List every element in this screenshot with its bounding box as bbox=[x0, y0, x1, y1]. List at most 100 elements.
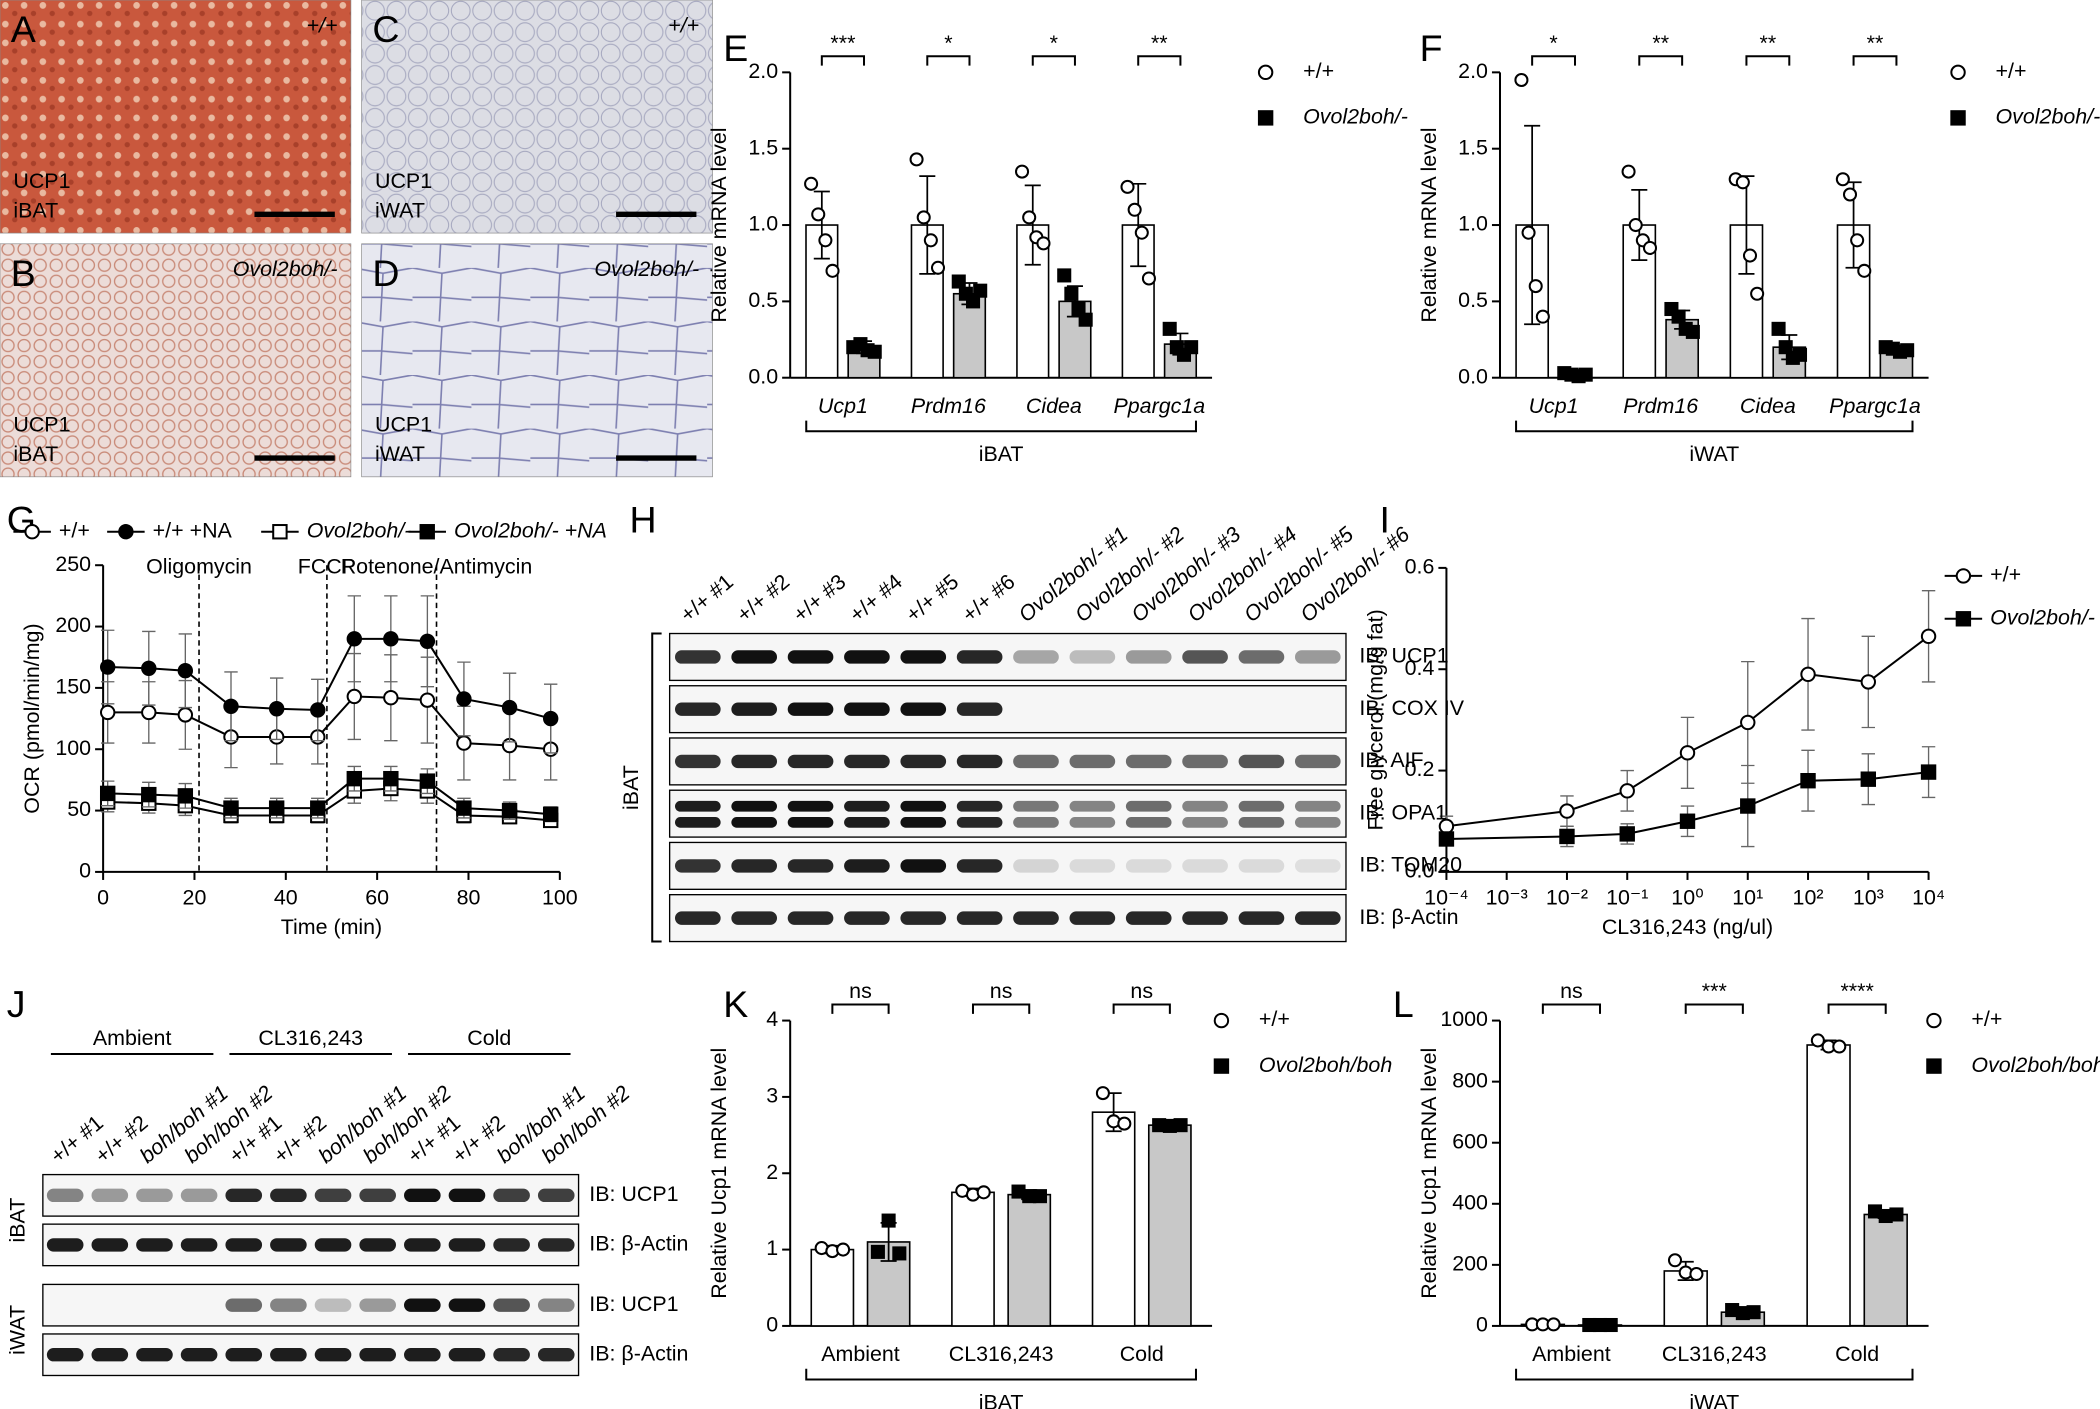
data-point bbox=[1750, 286, 1765, 301]
blot-band bbox=[900, 754, 947, 769]
data-point bbox=[419, 692, 436, 708]
blot-band bbox=[1238, 800, 1285, 812]
data-point bbox=[99, 785, 116, 802]
x-tick-label: CL316,243 bbox=[1662, 1342, 1767, 1366]
significance-bracket bbox=[1531, 55, 1577, 66]
legend-label: +/+ bbox=[1996, 59, 2027, 83]
blot-band bbox=[731, 650, 778, 664]
blot-band bbox=[1182, 817, 1228, 828]
y-tick-label: 0 bbox=[79, 859, 91, 883]
lane-label: +/+ #1 bbox=[676, 570, 738, 627]
blot-band bbox=[404, 1188, 441, 1203]
blot-band bbox=[844, 800, 890, 812]
blot-band bbox=[493, 1348, 530, 1362]
blot-row-label: IB: COX IV bbox=[1359, 696, 1464, 720]
data-point bbox=[1920, 764, 1937, 780]
blot-band bbox=[956, 817, 1003, 828]
y-tick-label: 200 bbox=[55, 613, 91, 637]
data-point bbox=[1559, 803, 1575, 819]
blot-band bbox=[675, 702, 721, 716]
data-point bbox=[1032, 1189, 1047, 1204]
x-tick-label: 0 bbox=[97, 885, 109, 909]
data-point bbox=[1036, 236, 1051, 251]
blot-row bbox=[668, 632, 1347, 682]
data-point bbox=[1117, 1116, 1132, 1131]
series-line bbox=[1446, 771, 1929, 840]
blot-band bbox=[448, 1348, 486, 1362]
significance-bracket bbox=[1112, 1003, 1171, 1014]
y-tick-label: 4 bbox=[766, 1007, 778, 1031]
data-point bbox=[1900, 343, 1915, 358]
x-axis-label: CL316,243 (ng/ul) bbox=[1602, 915, 1773, 939]
x-tick-label: Ambient bbox=[1532, 1342, 1611, 1366]
panel-letter: H bbox=[629, 498, 656, 540]
blot-band bbox=[46, 1238, 84, 1252]
group-label: iBAT bbox=[979, 442, 1024, 466]
data-point bbox=[383, 690, 399, 706]
legend-marker bbox=[118, 524, 134, 540]
lane-label: +/+ #5 bbox=[901, 570, 963, 627]
error-bar bbox=[919, 175, 936, 275]
panel-letter: E bbox=[723, 27, 748, 69]
y-tick-label: 0.2 bbox=[1405, 757, 1435, 781]
data-point bbox=[1689, 1266, 1704, 1282]
blot-band bbox=[731, 911, 778, 925]
blot-band bbox=[956, 911, 1003, 925]
blot-band bbox=[731, 800, 778, 812]
x-tick-label: Cidea bbox=[1026, 394, 1082, 418]
blot-band bbox=[787, 754, 834, 769]
blot-band bbox=[900, 911, 947, 925]
bar bbox=[1147, 1124, 1192, 1327]
genotype-label: +/+ bbox=[668, 13, 699, 37]
data-point bbox=[1679, 813, 1696, 829]
data-point bbox=[1621, 164, 1636, 179]
y-tick-label: 0.0 bbox=[1458, 364, 1488, 388]
group-label: iWAT bbox=[1689, 1390, 1739, 1409]
legend-label: Ovol2boh/boh bbox=[1259, 1053, 1392, 1077]
significance-label: **** bbox=[1840, 979, 1873, 1003]
data-point bbox=[1141, 271, 1156, 286]
blot-band bbox=[900, 859, 947, 873]
annotation-label: FCCP bbox=[298, 555, 356, 579]
data-point bbox=[909, 152, 924, 167]
data-point bbox=[223, 800, 239, 816]
blot-row bbox=[668, 841, 1347, 890]
x-tick-label: 10² bbox=[1793, 885, 1824, 909]
group-bracket bbox=[1515, 420, 1914, 433]
data-point bbox=[1735, 175, 1750, 190]
data-point bbox=[1127, 202, 1142, 217]
y-axis-label: Free glycerol (mg/g fat) bbox=[1363, 609, 1387, 830]
blot-band bbox=[46, 1188, 84, 1203]
blot-band bbox=[1294, 859, 1341, 873]
data-point bbox=[419, 773, 436, 789]
significance-label: ** bbox=[1151, 31, 1168, 55]
y-tick-label: 0.5 bbox=[748, 288, 778, 312]
blot-band bbox=[537, 1188, 575, 1203]
tissue-label: iWAT bbox=[375, 198, 425, 222]
blot-band bbox=[956, 702, 1003, 716]
blot-band bbox=[956, 859, 1003, 873]
data-point bbox=[346, 688, 363, 705]
significance-bracket bbox=[1684, 1003, 1744, 1014]
data-point bbox=[501, 699, 518, 716]
x-tick-label: Cold bbox=[1835, 1342, 1879, 1366]
data-point bbox=[1162, 321, 1177, 336]
blot-band bbox=[1069, 650, 1116, 664]
data-point bbox=[419, 633, 436, 649]
blot-band bbox=[844, 859, 890, 873]
blot-band bbox=[787, 702, 834, 716]
x-tick-label: 20 bbox=[183, 885, 207, 909]
blot-band bbox=[270, 1298, 307, 1312]
data-point bbox=[892, 1246, 907, 1261]
data-point bbox=[973, 283, 988, 298]
blot-band bbox=[1069, 859, 1116, 873]
significance-bracket bbox=[926, 55, 971, 66]
tissue-label: iBAT bbox=[13, 442, 58, 466]
blot-band bbox=[1238, 650, 1285, 664]
micrograph bbox=[361, 0, 713, 234]
legend-label: Ovol2boh/- bbox=[1990, 605, 2095, 629]
genotype-label: Ovol2boh/- bbox=[233, 257, 338, 281]
data-point bbox=[1619, 783, 1635, 799]
panel-letter: D bbox=[372, 252, 399, 294]
bar bbox=[1007, 1193, 1052, 1327]
